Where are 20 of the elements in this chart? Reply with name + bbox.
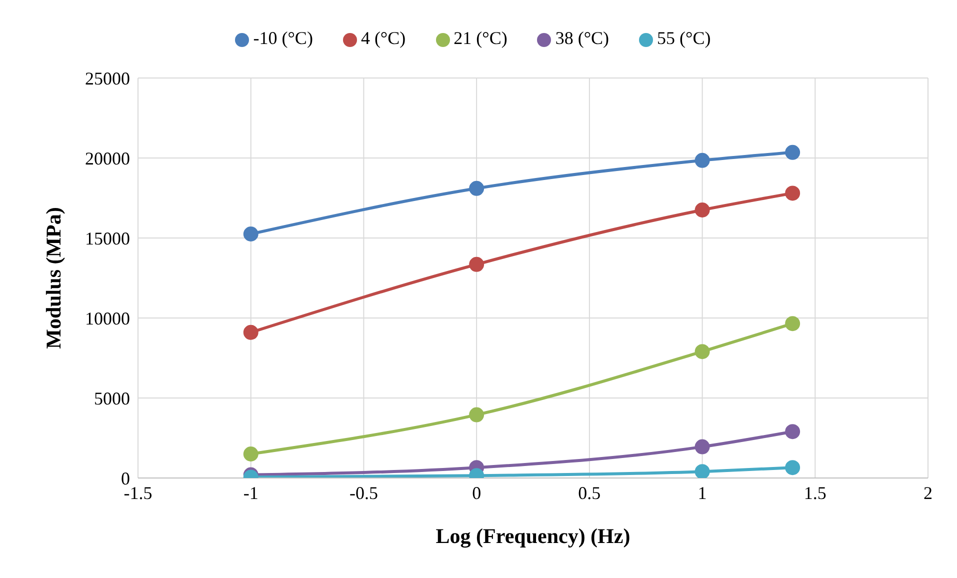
x-tick-label: 2	[924, 482, 932, 503]
y-tick-label: 0	[121, 468, 130, 488]
x-tick-label: 1	[698, 482, 707, 503]
x-tick-label: 1.5	[804, 482, 826, 503]
legend-label: 4 (°C)	[360, 28, 406, 48]
x-axis-title: Log (Frequency) (Hz)	[436, 524, 630, 548]
y-tick-label: 15000	[85, 228, 130, 248]
y-tick-label: 20000	[85, 148, 130, 168]
x-tick-label: -0.5	[349, 482, 378, 503]
x-tick-label: 0.5	[578, 482, 601, 503]
legend-label: 38 (°C)	[555, 28, 610, 48]
legend-label: 55 (°C)	[657, 28, 711, 48]
y-axis-title: Modulus (MPa)	[41, 207, 66, 349]
y-tick-label: 25000	[85, 68, 130, 88]
y-tick-label: 10000	[85, 308, 130, 328]
x-tick-label: 0	[472, 482, 482, 503]
y-tick-label: 5000	[94, 388, 130, 408]
legend-label: 21 (°C)	[454, 28, 508, 48]
x-tick-label: -1	[243, 482, 258, 503]
legend-label: -10 (°C)	[253, 28, 313, 48]
